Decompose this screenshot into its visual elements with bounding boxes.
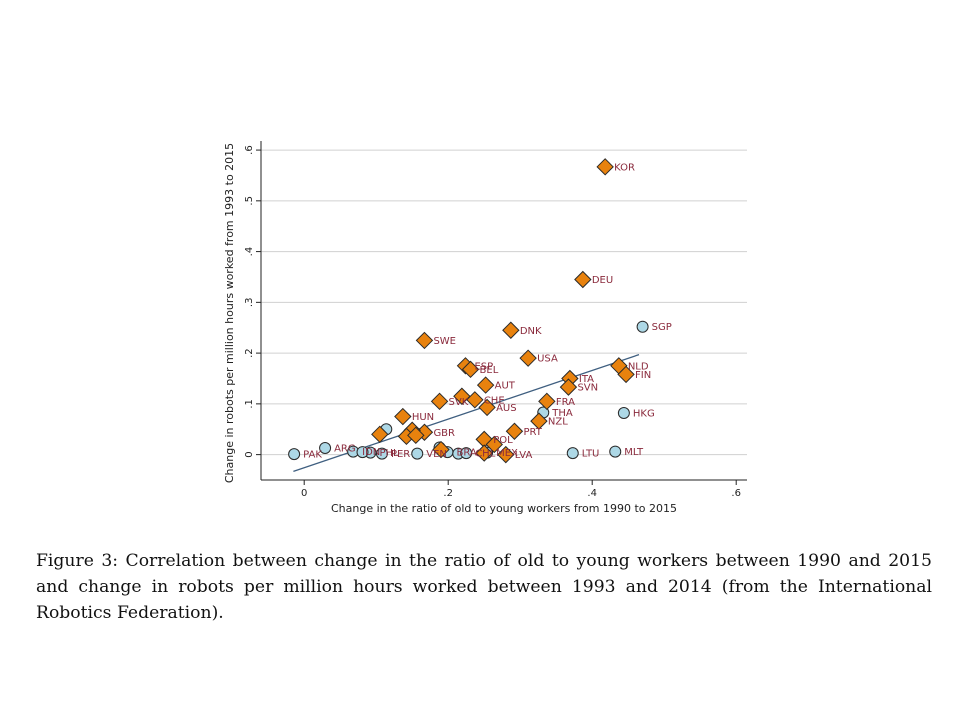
point-label: AUT xyxy=(495,381,516,392)
diamond-point xyxy=(466,391,484,409)
point-label: DNK xyxy=(520,326,542,337)
point-label: SGP xyxy=(652,322,672,333)
x-tick-label: .6 xyxy=(731,488,741,499)
axes: 0 .1 .2 .3 .4 .5 .6 0 .2 .4 .6 xyxy=(244,141,747,499)
diamond-point xyxy=(559,378,578,396)
point-label: CHE xyxy=(484,395,505,406)
figure-caption: Figure 3: Correlation between change in … xyxy=(36,551,932,623)
point-label: MLT xyxy=(624,447,644,458)
y-tick-label: .3 xyxy=(244,298,255,308)
diamond-point xyxy=(574,270,592,289)
circle-point xyxy=(460,447,473,460)
point-label: SVN xyxy=(577,383,598,394)
point-label: VEN xyxy=(426,449,447,460)
point-label: HUN xyxy=(412,412,434,423)
circle-point xyxy=(636,320,649,333)
point-label: KOR xyxy=(614,162,635,173)
point-label: PER xyxy=(391,449,410,460)
point-label: LVA xyxy=(515,450,533,461)
diamond-point xyxy=(371,425,389,444)
point-label: SWE xyxy=(433,336,456,347)
circle-point xyxy=(356,446,369,459)
diamond-point xyxy=(461,360,480,379)
point-label: DEU xyxy=(592,275,613,286)
point-label: FIN xyxy=(635,370,651,381)
diamond-point xyxy=(530,412,548,430)
diamond-point xyxy=(476,376,495,394)
diamond-point xyxy=(485,435,503,454)
point-label: IDN xyxy=(362,447,380,458)
point-label: HKG xyxy=(633,409,655,420)
point-label: ITA xyxy=(579,374,594,385)
point-label: PRT xyxy=(523,427,542,438)
point-label: GBR xyxy=(433,428,455,439)
diamond-point xyxy=(502,321,520,339)
diamond-point xyxy=(415,331,434,350)
data-points xyxy=(288,158,649,464)
point-label: NZL xyxy=(548,417,568,428)
diamond-point xyxy=(538,392,556,411)
x-tick-label: 0 xyxy=(301,488,307,499)
circle-point xyxy=(617,407,630,419)
point-label: SVK xyxy=(449,397,469,408)
diamond-point xyxy=(478,398,496,417)
y-tick-label: .1 xyxy=(244,399,255,409)
y-tick-label: .4 xyxy=(244,247,255,257)
diamond-point xyxy=(394,407,412,426)
point-label: NLD xyxy=(628,361,649,372)
point-label: USA xyxy=(537,354,558,365)
point-label: PHL xyxy=(379,448,399,459)
point-label: ESP xyxy=(474,361,493,372)
grid-lines xyxy=(261,149,747,456)
diamond-point xyxy=(505,422,524,440)
diamond-point xyxy=(497,445,515,464)
point-label: CHL xyxy=(475,449,496,460)
circle-point xyxy=(288,448,301,461)
x-tick-label: .2 xyxy=(443,488,453,499)
diamond-point xyxy=(519,349,537,367)
y-tick-label: .6 xyxy=(244,145,255,155)
diamond-point xyxy=(432,440,450,459)
point-label: POL xyxy=(493,435,513,446)
diamond-point xyxy=(617,365,635,384)
point-label: MEX xyxy=(496,448,518,459)
x-tick-label: .4 xyxy=(587,488,597,499)
point-label: PAK xyxy=(303,450,322,461)
point-label: AUS xyxy=(496,403,517,414)
y-axis-label: Change in robots per million hours worke… xyxy=(223,143,236,483)
diamond-point xyxy=(407,426,425,445)
point-label: BRA xyxy=(456,448,476,459)
circle-point xyxy=(609,445,622,458)
scatter-chart: 0 .1 .2 .3 .4 .5 .6 0 .2 .4 .6 SGP HKG THA MLT LTU PAK A… xyxy=(223,141,747,515)
circle-point xyxy=(375,447,388,460)
circle-point xyxy=(411,447,424,460)
circle-point xyxy=(319,442,332,455)
point-label: FRA xyxy=(556,397,575,408)
circle-point xyxy=(566,447,579,460)
diamond-point xyxy=(430,392,449,411)
y-tick-label: .5 xyxy=(244,196,255,206)
diamond-point xyxy=(475,444,493,462)
diamond-point xyxy=(596,158,614,176)
x-axis-label: Change in the ratio of old to young work… xyxy=(331,502,677,515)
point-label: LTU xyxy=(582,449,600,460)
y-tick-label: 0 xyxy=(244,451,255,457)
point-label: ARG xyxy=(334,444,356,455)
point-label: THA xyxy=(551,408,573,419)
y-tick-label: .2 xyxy=(244,348,255,358)
point-label: BEL xyxy=(480,365,499,376)
diamond-point xyxy=(453,387,471,405)
